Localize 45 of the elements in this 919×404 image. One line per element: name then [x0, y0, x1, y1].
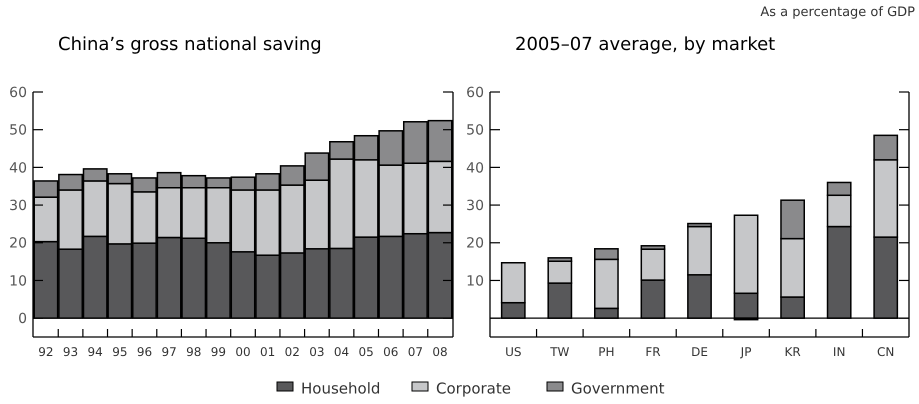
x-tick-label: 95 [112, 345, 128, 359]
x-tick-label: 04 [334, 345, 350, 359]
x-tick-label: CN [877, 345, 894, 359]
legend-label: Government [571, 379, 665, 398]
x-tick-label: US [505, 345, 522, 359]
x-tick-label: 02 [284, 345, 300, 359]
x-tick-label: 00 [235, 345, 251, 359]
y-tick-label: 40 [466, 160, 484, 176]
y-tick-label: 50 [466, 122, 484, 139]
x-tick-label: TW [549, 345, 570, 359]
x-tick-label: 07 [408, 345, 424, 359]
x-tick-label: DE [691, 345, 708, 359]
chart-title: 2005–07 average, by market [515, 34, 776, 55]
chart-title: China’s gross national saving [58, 34, 322, 55]
x-tick-label: PH [598, 345, 615, 359]
y-tick-label: 10 [466, 273, 484, 290]
x-tick-label: KR [784, 345, 801, 359]
x-tick-label: 08 [432, 345, 448, 359]
x-tick-label: 01 [260, 345, 276, 359]
x-tick-label: 94 [88, 345, 103, 359]
x-tick-label: 03 [309, 345, 325, 359]
x-tick-label: IN [832, 345, 846, 359]
x-tick-label: 98 [186, 345, 202, 359]
x-tick-label: FR [645, 345, 661, 359]
y-tick-label: 60 [466, 84, 484, 101]
x-tick-label: 99 [210, 345, 226, 359]
y-tick-label: 20 [9, 236, 27, 252]
y-tick-label: 60 [9, 84, 27, 101]
text: As a percentage of GDP [760, 5, 916, 20]
x-tick-label: 93 [62, 345, 78, 359]
y-tick-label: 50 [9, 122, 27, 139]
y-tick-label: 20 [466, 236, 484, 252]
x-tick-label: 97 [161, 345, 177, 359]
legend-label: Corporate [436, 379, 511, 398]
y-tick-label: 30 [9, 198, 27, 214]
x-tick-label: 96 [136, 345, 152, 359]
x-tick-label: JP [740, 345, 752, 359]
y-tick-label: 40 [9, 160, 27, 176]
x-tick-label: 06 [383, 345, 398, 359]
x-tick-label: 05 [358, 345, 374, 359]
x-tick-label: 92 [38, 345, 54, 359]
legend-label: Household [301, 379, 380, 398]
y-tick-label: 30 [466, 198, 484, 214]
y-tick-label: 10 [9, 273, 27, 290]
y-tick-label: 0 [18, 311, 27, 328]
